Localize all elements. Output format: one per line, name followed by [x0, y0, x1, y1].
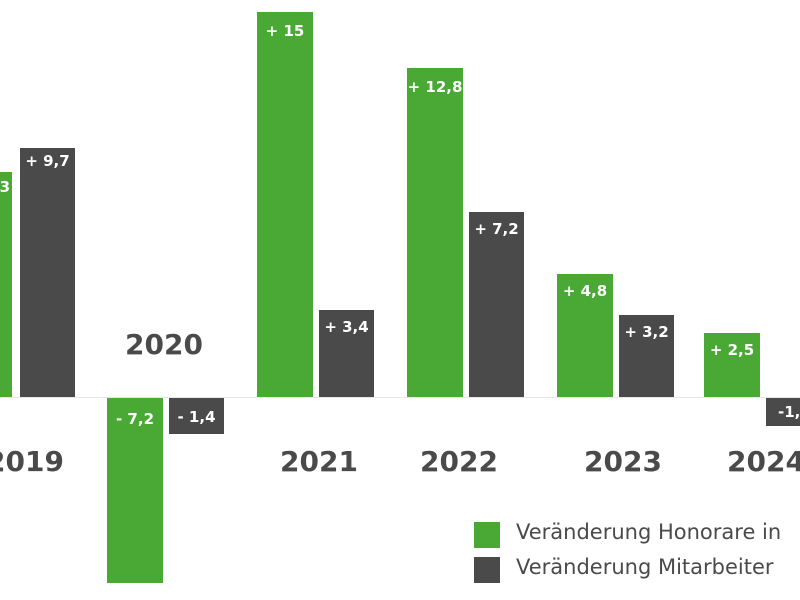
bar-honorare-2022: + 12,8	[407, 68, 463, 397]
year-label-2019: 2019	[0, 445, 64, 478]
legend-swatch-honorare	[474, 522, 500, 548]
bar-label: 3	[0, 178, 10, 196]
bar-mitarbeiter-2024: -1,1	[766, 398, 800, 426]
bar-label: + 7,2	[474, 220, 519, 238]
bar-label: + 3,2	[624, 323, 669, 341]
bar-honorare-2019: 3	[0, 172, 12, 397]
bar-label: - 1,4	[177, 408, 216, 426]
bar-mitarbeiter-2023: + 3,2	[619, 315, 674, 397]
bar-label: + 15	[265, 22, 305, 40]
bar-label: + 9,7	[25, 152, 70, 170]
bar-mitarbeiter-2020: - 1,4	[169, 398, 224, 434]
bar-honorare-2023: + 4,8	[557, 274, 613, 397]
bar-mitarbeiter-2019: + 9,7	[20, 148, 75, 397]
bar-label: + 12,8	[407, 78, 463, 96]
year-label-2024: 2024	[727, 445, 800, 478]
year-label-2021: 2021	[280, 445, 358, 478]
bar-label: + 2,5	[709, 341, 755, 359]
bar-label: + 3,4	[324, 318, 369, 336]
bar-mitarbeiter-2021: + 3,4	[319, 310, 374, 397]
year-label-2022: 2022	[420, 445, 498, 478]
zero-baseline	[0, 397, 800, 398]
bar-honorare-2020: - 7,2	[107, 398, 163, 583]
bar-mitarbeiter-2022: + 7,2	[469, 212, 524, 397]
legend-label-mitarbeiter: Veränderung Mitarbeiter	[516, 555, 774, 579]
bar-label: + 4,8	[562, 282, 608, 300]
bar-label: -1,1	[778, 403, 800, 421]
year-label-2020: 2020	[125, 328, 203, 361]
legend-swatch-mitarbeiter	[474, 557, 500, 583]
bar-honorare-2021: + 15	[257, 12, 313, 397]
bar-honorare-2024: + 2,5	[704, 333, 760, 397]
year-label-2023: 2023	[584, 445, 662, 478]
bar-label: - 7,2	[115, 410, 155, 428]
legend-label-honorare: Veränderung Honorare in	[516, 520, 782, 544]
